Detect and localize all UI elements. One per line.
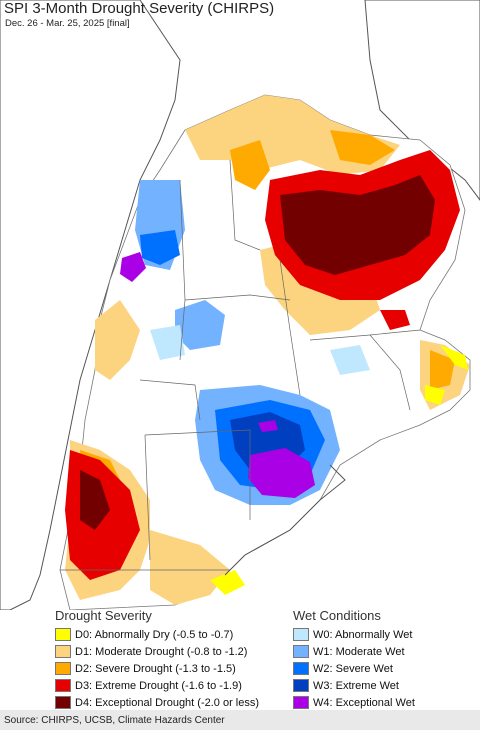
legend-swatch bbox=[293, 645, 309, 658]
legend-label: D0: Abnormally Dry (-0.5 to -0.7) bbox=[75, 628, 234, 641]
legend-label: W2: Severe Wet bbox=[313, 662, 393, 675]
legend-label: D1: Moderate Drought (-0.8 to -1.2) bbox=[75, 645, 248, 658]
legend-item-d4: D4: Exceptional Drought (-2.0 or less) bbox=[55, 694, 259, 711]
drought-map bbox=[0, 0, 480, 610]
coastline bbox=[224, 464, 346, 576]
legend-label: W3: Extreme Wet bbox=[313, 679, 399, 692]
legend-item-w1: W1: Moderate Wet bbox=[293, 643, 405, 660]
legend-item-d0: D0: Abnormally Dry (-0.5 to -0.7) bbox=[55, 626, 233, 643]
legend-swatch bbox=[55, 628, 71, 641]
legend-label: W1: Moderate Wet bbox=[313, 645, 405, 658]
legend-item-w4: W4: Exceptional Wet bbox=[293, 694, 415, 711]
legend-label: W4: Exceptional Wet bbox=[313, 696, 415, 709]
legend-swatch bbox=[55, 696, 71, 709]
neighboring-land bbox=[0, 0, 480, 610]
legend-swatch bbox=[55, 662, 71, 675]
d4-zones bbox=[80, 175, 435, 530]
legend-swatch bbox=[55, 645, 71, 658]
wet-conditions-heading: Wet Conditions bbox=[293, 608, 381, 623]
drought-severity-heading: Drought Severity bbox=[55, 608, 152, 623]
legend-swatch bbox=[293, 696, 309, 709]
legend: Drought Severity Wet Conditions D0: Abno… bbox=[0, 608, 480, 711]
legend-swatch bbox=[293, 662, 309, 675]
source-footer: Source: CHIRPS, UCSB, Climate Hazards Ce… bbox=[0, 710, 480, 730]
legend-item-w3: W3: Extreme Wet bbox=[293, 677, 399, 694]
legend-item-d3: D3: Extreme Drought (-1.6 to -1.9) bbox=[55, 677, 242, 694]
admin-boundaries bbox=[60, 159, 421, 571]
w4-zones bbox=[120, 252, 315, 498]
d0-zones bbox=[210, 345, 468, 595]
legend-item-w0: W0: Abnormally Wet bbox=[293, 626, 412, 643]
legend-item-w2: W2: Severe Wet bbox=[293, 660, 393, 677]
legend-label: D2: Severe Drought (-1.3 to -1.5) bbox=[75, 662, 236, 675]
legend-item-d1: D1: Moderate Drought (-0.8 to -1.2) bbox=[55, 643, 247, 660]
legend-swatch bbox=[293, 628, 309, 641]
legend-swatch bbox=[293, 679, 309, 692]
legend-label: W0: Abnormally Wet bbox=[313, 628, 413, 641]
map-subtitle: Dec. 26 - Mar. 25, 2025 [final] bbox=[5, 18, 130, 29]
legend-label: D3: Extreme Drought (-1.6 to -1.9) bbox=[75, 679, 242, 692]
legend-label: D4: Exceptional Drought (-2.0 or less) bbox=[75, 696, 260, 709]
map-title: SPI 3-Month Drought Severity (CHIRPS) bbox=[4, 0, 275, 17]
legend-item-d2: D2: Severe Drought (-1.3 to -1.5) bbox=[55, 660, 236, 677]
legend-swatch bbox=[55, 679, 71, 692]
w0-zones bbox=[150, 325, 370, 375]
